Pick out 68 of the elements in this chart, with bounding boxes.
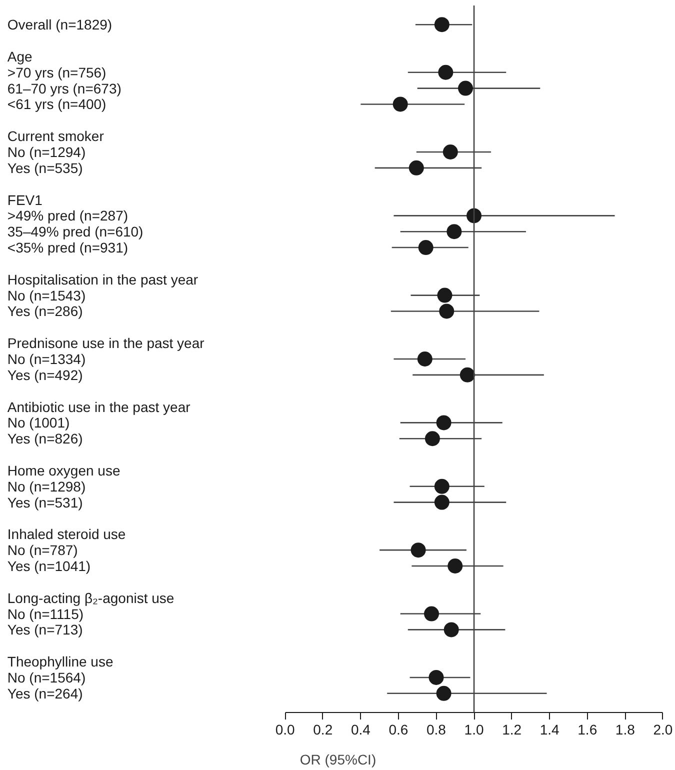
x-tick-label: 0.6	[388, 722, 408, 738]
x-tick-label: 0.2	[313, 722, 333, 738]
point	[436, 415, 452, 430]
y-tick-label: Yes (n=826)	[7, 430, 83, 447]
y-tick-label: Hospitalisation in the past year	[7, 271, 198, 288]
point	[436, 686, 452, 701]
point	[444, 622, 459, 638]
y-tick-label: No (n=1298)	[7, 478, 86, 494]
x-axis-title: OR (95%CI)	[300, 752, 376, 768]
y-tick-label: Prednisone use in the past year	[7, 335, 205, 352]
point	[392, 96, 408, 112]
x-tick-label: 0.4	[350, 722, 371, 738]
point	[418, 240, 434, 256]
y-tick-label: Overall (n=1829)	[7, 16, 112, 33]
point	[410, 542, 426, 558]
x-tick-label: 0.8	[426, 722, 446, 738]
point	[434, 494, 450, 510]
y-tick-label: Home oxygen use	[7, 462, 120, 478]
y-tick-label: >70 yrs (n=756)	[7, 64, 106, 80]
point	[460, 367, 475, 382]
y-tick-label: Yes (n=535)	[7, 160, 83, 176]
y-tick-label: No (n=1334)	[7, 351, 86, 367]
x-tick-label: 1.2	[502, 722, 522, 738]
x-tick-label: 1.0	[464, 722, 484, 738]
y-tick-label: Theophylline use	[7, 654, 114, 670]
y-tick-label: Yes (n=264)	[7, 685, 83, 702]
y-tick-label: Yes (n=531)	[7, 494, 83, 510]
y-tick-label: No (1001)	[7, 414, 70, 431]
y-tick-label: Antibiotic use in the past year	[7, 398, 191, 415]
point	[424, 606, 440, 622]
point	[437, 288, 452, 303]
y-tick-label: Inhaled steroid use	[7, 526, 126, 542]
y-tick-label: <61 yrs (n=400)	[7, 96, 106, 112]
y-tick-label: <35% pred (n=931)	[7, 240, 128, 256]
y-tick-label: No (n=1115)	[7, 606, 84, 622]
y-tick-label: Yes (n=1041)	[7, 558, 91, 574]
y-tick-label: FEV1	[7, 192, 43, 208]
point	[446, 224, 462, 240]
y-tick-label: No (n=787)	[7, 542, 78, 558]
y-tick-label: 61–70 yrs (n=673)	[7, 80, 122, 96]
point	[448, 558, 463, 574]
y-tick-label: Long-acting β₂-agonist use	[7, 590, 174, 606]
point	[439, 304, 454, 319]
y-tick-label: >49% pred (n=287)	[7, 208, 128, 224]
y-tick-label: Yes (n=286)	[7, 303, 83, 320]
y-tick-label: 35–49% pred (n=610)	[7, 224, 144, 240]
x-tick-label: 1.4	[540, 722, 560, 738]
point	[438, 64, 454, 80]
x-tick-label: 0.0	[275, 722, 296, 738]
y-tick-label: Yes (n=492)	[7, 366, 83, 383]
y-tick-label: No (n=1543)	[7, 287, 86, 304]
y-tick-label: Yes (n=713)	[7, 622, 83, 638]
point	[417, 352, 432, 366]
point	[458, 80, 474, 96]
x-tick-label: 1.6	[578, 722, 598, 738]
y-tick-label: Age	[7, 48, 33, 64]
x-tick-label: 1.8	[615, 722, 636, 738]
point	[408, 160, 424, 176]
point	[424, 431, 440, 446]
point	[434, 478, 450, 494]
y-tick-label: No (n=1564)	[7, 669, 86, 686]
point	[442, 144, 458, 160]
point	[428, 670, 444, 685]
y-tick-label: Current smoker	[7, 128, 104, 144]
y-tick-label: No (n=1294)	[7, 144, 86, 160]
point	[466, 208, 482, 224]
point	[434, 17, 450, 32]
x-tick-label: 2.0	[653, 722, 673, 738]
